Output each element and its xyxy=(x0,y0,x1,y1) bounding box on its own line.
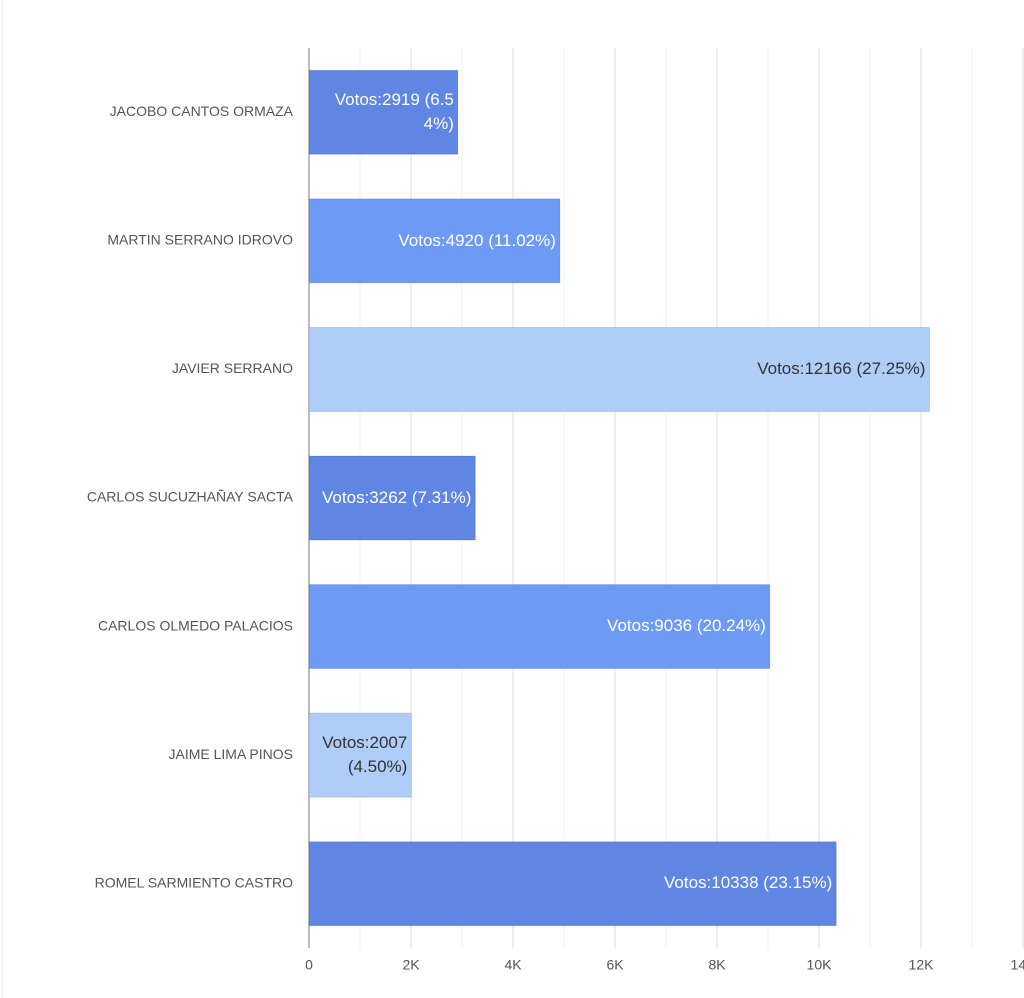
value-label: Votos:2919 (6.54%) xyxy=(334,89,454,134)
bar xyxy=(308,455,476,541)
bar xyxy=(308,198,561,284)
x-tick-label: 4K xyxy=(504,957,522,973)
x-tick-label: 8K xyxy=(708,957,726,973)
x-tick-label: 10K xyxy=(807,957,833,973)
x-tick-label: 14K xyxy=(1011,957,1024,973)
bar xyxy=(308,326,930,412)
y-tick-label: CARLOS OLMEDO PALACIOS xyxy=(98,617,293,633)
x-tick-label: 2K xyxy=(402,957,420,973)
value-label: Votos:12166 (27.25%) xyxy=(757,359,926,379)
value-label: Votos:2007 (4.50%) xyxy=(322,732,408,777)
x-tick-label: 0 xyxy=(305,957,313,973)
bar xyxy=(308,841,837,927)
y-tick-label: JAIME LIMA PINOS xyxy=(169,746,293,762)
bar xyxy=(308,69,459,155)
value-label-box: Votos:2007 (4.50%) xyxy=(322,732,408,777)
value-label: Votos:3262 (7.31%) xyxy=(322,487,472,507)
y-tick-label: JAVIER SERRANO xyxy=(172,360,293,376)
value-label-box: Votos:3262 (7.31%) xyxy=(322,487,472,507)
y-tick-label: ROMEL SARMIENTO CASTRO xyxy=(95,874,293,890)
value-label-box: Votos:12166 (27.25%) xyxy=(757,359,926,379)
value-label: Votos:10338 (23.15%) xyxy=(664,873,833,893)
value-label-box: Votos:10338 (23.15%) xyxy=(664,873,833,893)
bar xyxy=(308,712,412,798)
value-label: Votos:9036 (20.24%) xyxy=(607,616,766,636)
value-label: Votos:4920 (11.02%) xyxy=(398,230,556,250)
y-tick-label: JACOBO CANTOS ORMAZA xyxy=(110,103,294,119)
y-tick-label: CARLOS SUCUZHAÑAY SACTA xyxy=(87,489,294,505)
x-tick-label: 12K xyxy=(909,957,935,973)
y-tick-label: MARTIN SERRANO IDROVO xyxy=(107,232,293,248)
bar xyxy=(308,584,771,670)
x-tick-label: 6K xyxy=(606,957,624,973)
value-label-box: Votos:9036 (20.24%) xyxy=(607,616,766,636)
value-label-box: Votos:2919 (6.54%) xyxy=(334,89,454,134)
value-label-box: Votos:4920 (11.02%) xyxy=(398,230,556,250)
